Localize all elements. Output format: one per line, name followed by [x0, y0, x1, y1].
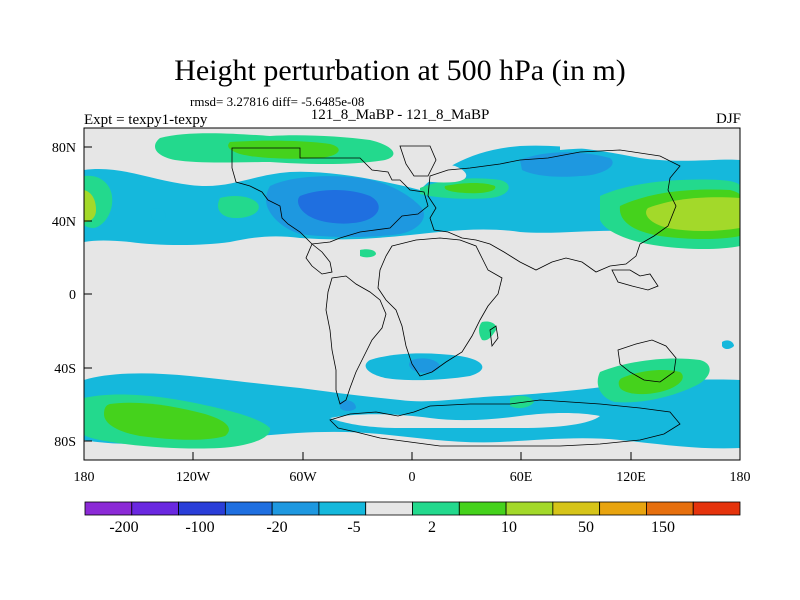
colorbar-swatch — [646, 501, 694, 516]
coastline-madagascar — [489, 325, 499, 348]
case-label: 121_8_MaBP - 121_8_MaBP — [310, 107, 490, 123]
contour-region — [520, 152, 613, 177]
colorbar-swatch — [412, 501, 460, 516]
colorbar-swatch — [599, 501, 647, 516]
contour-region — [444, 183, 496, 194]
contour-region — [479, 321, 497, 341]
coastline-north-america — [305, 243, 333, 275]
lon-tick-label: 60E — [510, 470, 533, 485]
colorbar-label: 2 — [428, 519, 436, 536]
lon-tick-label: 180 — [730, 470, 751, 485]
lon-tick-labels: 180 120W 60W 0 60E 120E 180 — [74, 470, 751, 485]
contour-region — [228, 140, 339, 159]
colorbar — [84, 501, 741, 516]
contour-region — [104, 402, 229, 440]
coastline-antarctica — [329, 399, 681, 447]
colorbar-swatch — [131, 501, 179, 516]
lat-tick-label: 40N — [52, 215, 76, 230]
lat-tick-labels: 80N 40N 0 40S 80S — [52, 141, 76, 450]
contour-region — [560, 128, 740, 156]
lon-tick-label: 0 — [409, 470, 416, 485]
colorbar-swatch — [552, 501, 601, 516]
lon-tick-label: 120E — [616, 470, 646, 485]
lon-tick-label: 60W — [289, 470, 317, 485]
colorbar-label: -200 — [109, 519, 138, 536]
lon-tick-label: 120W — [176, 470, 211, 485]
contour-region — [84, 190, 96, 222]
colorbar-swatch — [318, 501, 367, 516]
contour-region — [618, 370, 683, 395]
colorbar-label: 10 — [501, 519, 517, 536]
lat-tick-label: 80S — [54, 435, 76, 450]
colorbar-swatch — [84, 501, 133, 516]
colorbar-swatch — [505, 501, 554, 516]
tick-marks — [83, 146, 741, 460]
contour-region — [340, 400, 356, 411]
lat-tick-label: 40S — [54, 362, 76, 377]
colorbar-label: -100 — [185, 519, 214, 536]
colorbar-labels: -200 -100 -20 -5 2 10 50 150 — [109, 519, 675, 536]
coastline-africa — [377, 237, 503, 377]
colorbar-swatch — [458, 501, 507, 516]
contour-region — [360, 249, 376, 258]
experiment-label: Expt = texpy1-texpy — [84, 112, 208, 128]
contour-region — [150, 208, 166, 221]
colorbar-label: 150 — [651, 519, 675, 536]
colorbar-swatch — [178, 501, 226, 516]
coastline-indonesia — [611, 269, 659, 291]
contour-region — [217, 196, 259, 218]
colorbar-label: -5 — [347, 519, 360, 536]
coastline-layer — [231, 145, 681, 447]
contour-fill-layer — [84, 128, 740, 449]
coastline-australia — [617, 339, 677, 383]
contour-region — [722, 340, 734, 349]
contour-region — [330, 413, 600, 428]
lat-tick-label: 80N — [52, 141, 76, 156]
lon-tick-label: 180 — [74, 470, 95, 485]
lat-tick-label: 0 — [69, 288, 76, 303]
contour-region — [409, 358, 440, 373]
plot-title: Height perturbation at 500 hPa (in m) — [174, 54, 626, 87]
colorbar-swatch — [692, 501, 741, 516]
coastline-north-america — [231, 147, 429, 245]
colorbar-label: -20 — [266, 519, 287, 536]
coastline-greenland — [399, 145, 437, 177]
contour-region — [298, 190, 379, 224]
coastline-south-america — [325, 275, 387, 405]
stats-line: rmsd= 3.27816 diff= -5.6485e-08 — [190, 94, 365, 109]
contour-region — [392, 159, 467, 183]
season-label: DJF — [715, 111, 741, 127]
colorbar-swatch — [271, 501, 320, 516]
colorbar-label: 50 — [578, 519, 594, 536]
coastline-eurasia — [427, 149, 681, 273]
colorbar-swatch — [365, 501, 413, 516]
colorbar-swatch — [224, 501, 273, 516]
